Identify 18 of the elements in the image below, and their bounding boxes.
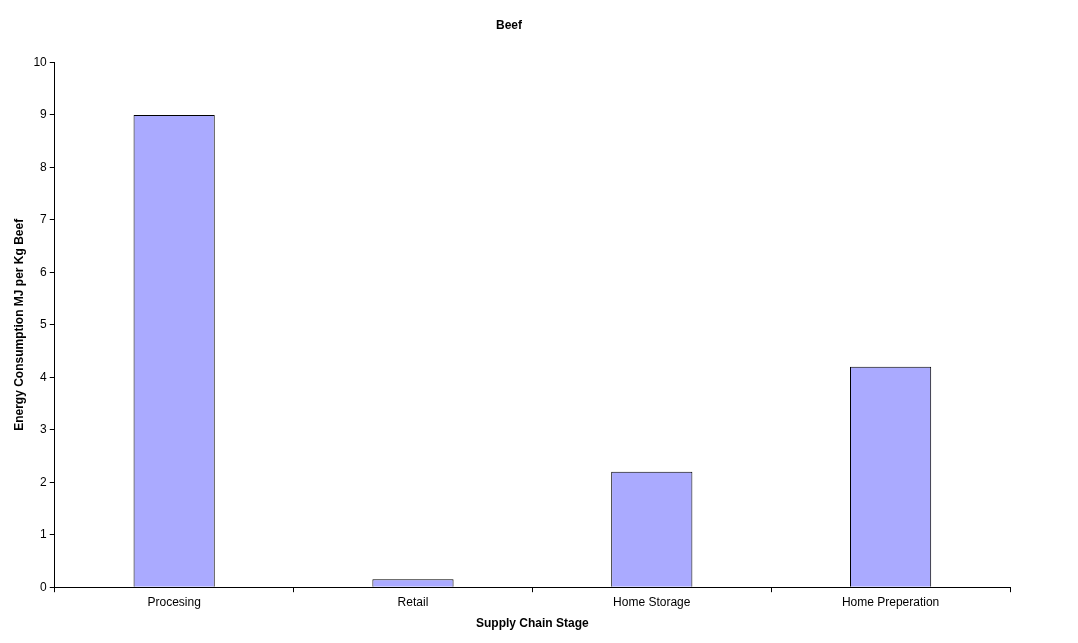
y-tick-label: 2 [40, 474, 48, 489]
chart-title: Beef [495, 17, 524, 32]
x-tick-label: Procesing [147, 594, 201, 609]
y-tick-label: 4 [40, 369, 48, 384]
x-tick-label: Retail [397, 594, 429, 609]
y-axis-title: Energy Consumption MJ per Kg Beef [11, 217, 26, 431]
y-tick-label: 3 [40, 422, 48, 437]
y-tick-label: 6 [40, 264, 48, 279]
y-tick-label: 9 [40, 107, 48, 122]
x-tick-label: Home Preperation [841, 594, 940, 609]
y-tick-label: 8 [40, 159, 48, 174]
x-axis-title: Supply Chain Stage [476, 616, 590, 631]
y-tick-label: 5 [40, 317, 48, 332]
y-tick-label: 7 [40, 212, 48, 227]
y-tick-label: 1 [40, 527, 48, 542]
x-tick-label: Home Storage [613, 594, 691, 609]
y-tick-label: 0 [40, 579, 48, 594]
y-tick-label: 10 [33, 54, 48, 69]
